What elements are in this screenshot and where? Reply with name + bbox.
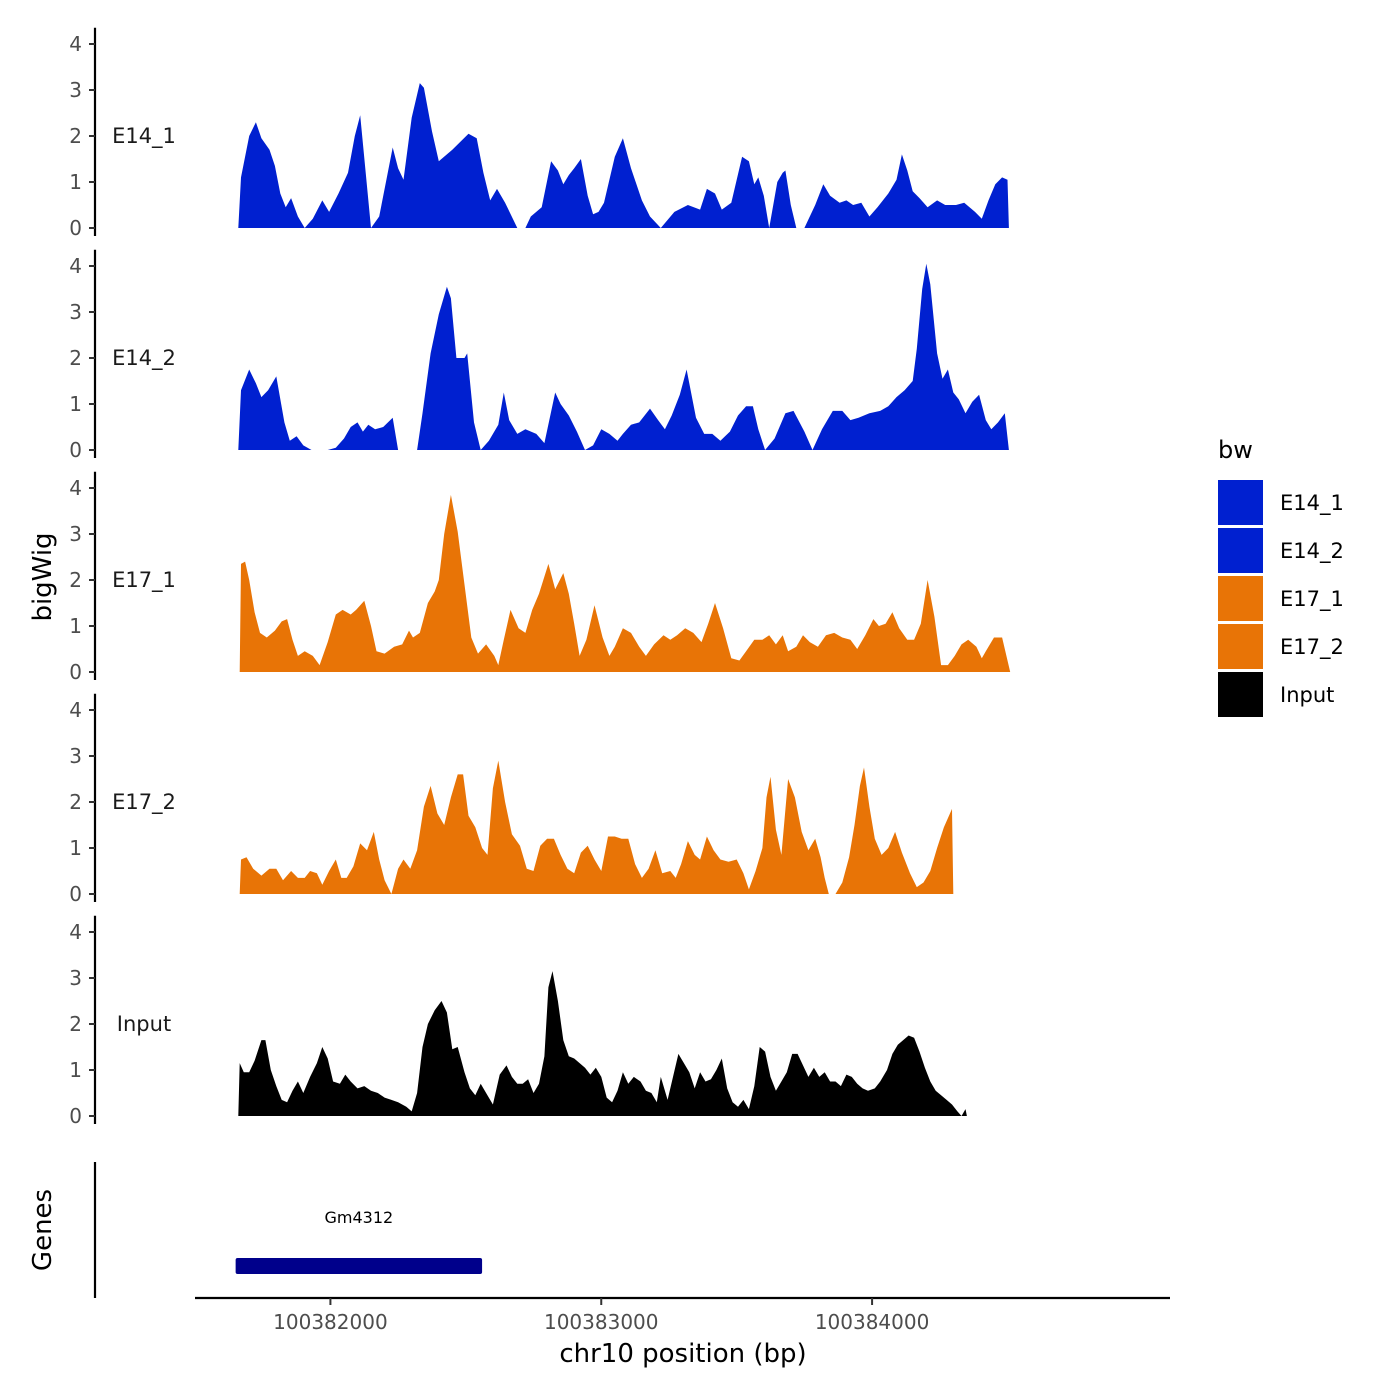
legend-item: E14_1 [1218,480,1344,525]
legend-item: E14_2 [1218,528,1344,573]
x-tick-label: 100382000 [273,1310,388,1334]
y-tick-label: 2 [69,124,82,148]
track-label: Input [117,1012,171,1036]
gene-bar [235,1258,483,1274]
y-tick-label: 2 [69,346,82,370]
gene-label: Gm4312 [325,1208,394,1227]
legend: bw E14_1 E14_2 E17_1 E17_2 Input [1218,436,1344,717]
y-tick-label: 3 [69,744,82,768]
legend-label: Input [1280,683,1334,707]
legend-items: E14_1 E14_2 E17_1 E17_2 Input [1218,480,1344,717]
y-tick-label: 3 [69,300,82,324]
y-axis-title: bigWig [28,532,58,621]
y-tick-label: 0 [69,216,82,240]
legend-swatch [1218,480,1263,525]
y-tick-label: 2 [69,790,82,814]
legend-item: Input [1218,672,1334,717]
area-E14_1 [238,83,1009,228]
legend-swatch [1218,672,1263,717]
y-tick-label: 1 [69,836,82,860]
x-tick-label: 100383000 [544,1310,659,1334]
genes-layer: Gm4312 [235,1208,483,1274]
y-tick-label: 3 [69,78,82,102]
legend-label: E17_2 [1280,635,1344,660]
y-tick-label: 1 [69,392,82,416]
y-tick-label: 4 [69,920,82,944]
legend-swatch [1218,576,1263,621]
y-tick-label: 0 [69,1104,82,1128]
track-label: E17_2 [112,790,176,815]
x-ticks: 100382000 100383000 100384000 [273,1298,929,1334]
y-tick-label: 1 [69,1058,82,1082]
track-label: E17_1 [112,568,176,593]
legend-title: bw [1218,436,1253,464]
area-Input [238,971,967,1116]
y-tick-label: 0 [69,882,82,906]
legend-swatch [1218,624,1263,669]
y-tick-label: 4 [69,32,82,56]
genes-panel: Genes Gm4312 [28,1162,483,1298]
legend-item: E17_2 [1218,624,1344,669]
area-E17_2 [239,760,954,894]
x-tick-label: 100384000 [815,1310,930,1334]
x-axis-title: chr10 position (bp) [559,1339,806,1369]
track-E14_1: 0 1 2 3 4 E14_1 [69,27,1009,240]
track-E14_2: 0 1 2 3 4 E14_2 [69,249,1009,462]
area-E14_2 [238,263,1009,450]
y-tick-label: 1 [69,614,82,638]
tracks-layer: 0 1 2 3 4 E14_1 0 1 2 3 4 E14_2 0 1 2 3 4 E17_1 0 1 2 3 4 E17_2… [69,27,1011,1128]
y-tick-label: 2 [69,1012,82,1036]
legend-swatch [1218,528,1263,573]
y-tick-label: 0 [69,438,82,462]
track-label: E14_1 [112,124,176,149]
legend-label: E14_1 [1280,491,1344,516]
legend-label: E17_1 [1280,587,1344,612]
area-E17_1 [239,494,1011,672]
track-Input: 0 1 2 3 4 Input [69,915,967,1128]
x-axis: 100382000 100383000 100384000 chr10 positi… [195,1296,1170,1369]
y-tick-label: 3 [69,966,82,990]
track-E17_1: 0 1 2 3 4 E17_1 [69,471,1011,684]
y-tick-label: 2 [69,568,82,592]
y-tick-label: 4 [69,254,82,278]
legend-label: E14_2 [1280,539,1344,564]
track-label: E14_2 [112,346,176,371]
genes-axis-title: Genes [28,1189,58,1271]
track-E17_2: 0 1 2 3 4 E17_2 [69,693,954,906]
y-tick-label: 4 [69,476,82,500]
y-tick-label: 3 [69,522,82,546]
legend-item: E17_1 [1218,576,1344,621]
y-tick-label: 0 [69,660,82,684]
y-tick-label: 1 [69,170,82,194]
y-tick-label: 4 [69,698,82,722]
